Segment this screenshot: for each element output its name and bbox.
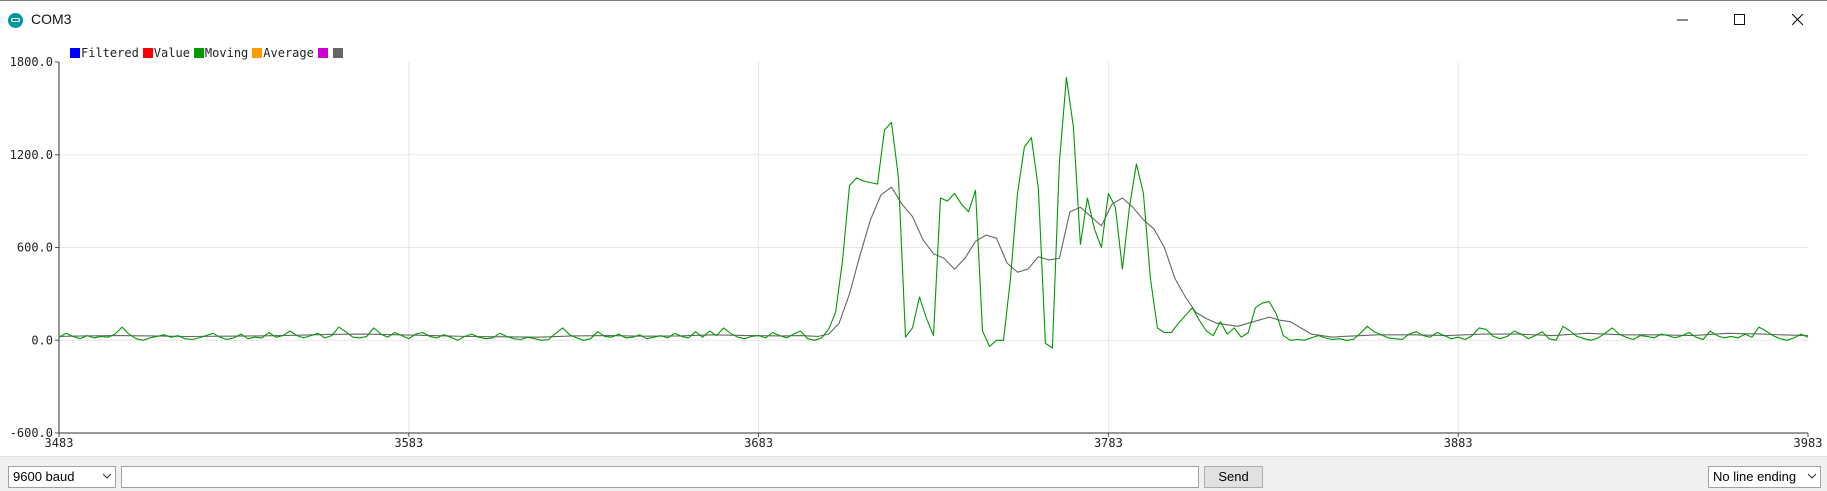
serial-input[interactable] [121,466,1199,488]
window-title: COM3 [31,11,72,27]
x-tick-label: 3683 [744,436,773,450]
minimize-icon [1677,19,1688,21]
legend-swatch-blue [70,48,80,58]
legend-swatch-magenta [317,48,328,58]
series-line-green [58,76,1809,349]
plot-area: 3483 3583 3683 3783 3883 3983 1800.0 1200.0 600.… [10,55,1823,450]
line-ending-value: No line ending [1713,469,1797,484]
legend-swatch-gray [332,48,343,58]
x-tick-label: 3783 [1094,436,1123,450]
x-tick-label: 3483 [45,436,74,450]
line-ending-select[interactable]: No line ending [1708,466,1821,488]
x-tick-label: 3883 [1444,436,1473,450]
chevron-down-icon [1808,473,1816,479]
send-button[interactable]: Send [1204,466,1263,488]
y-tick-label: 600.0 [17,241,53,255]
legend-swatch-green [193,48,204,58]
x-tick-label: 3983 [1794,436,1823,450]
legend: Filtered Value Moving Average [68,45,344,61]
close-icon [1792,14,1804,26]
legend-swatch-orange [252,48,263,58]
y-tick-label: 1800.0 [10,55,53,69]
y-tick-label: 1200.0 [10,148,53,162]
legend-label-moving: Moving [204,46,249,60]
arduino-icon [8,13,23,28]
chevron-down-icon [103,473,111,479]
legend-swatch-red [142,48,153,58]
series-line-gray [58,186,1809,338]
title-bar: COM3 [0,0,1827,38]
legend-label-value: Value [153,46,190,60]
x-tick-label: 3583 [394,436,423,450]
y-tick-label: 0.0 [31,333,53,347]
y-tick-label: -600.0 [10,426,53,440]
close-button[interactable] [1770,1,1826,39]
legend-label-filtered: Filtered [81,46,139,60]
maximize-icon [1734,14,1745,25]
minimize-button[interactable] [1655,1,1711,39]
baud-value: 9600 baud [13,469,75,484]
bottom-toolbar: 9600 baud Send No line ending [0,456,1827,491]
baud-select[interactable]: 9600 baud [8,466,116,488]
maximize-button[interactable] [1712,1,1768,39]
legend-label-average: Average [263,46,314,60]
